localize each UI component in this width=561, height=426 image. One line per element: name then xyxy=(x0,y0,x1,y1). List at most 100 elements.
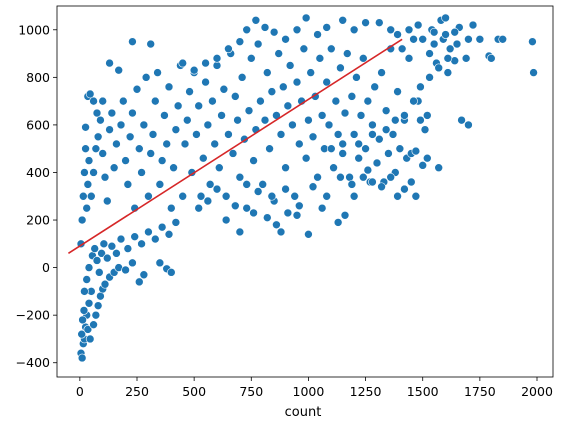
scatter-point-289 xyxy=(464,34,473,44)
scatter-point-196 xyxy=(381,106,391,115)
x-axis-label: count xyxy=(285,405,322,420)
scatter-point-256 xyxy=(235,227,245,237)
scatter-point-157 xyxy=(292,77,302,87)
scatter-point-41 xyxy=(116,234,126,244)
scatter-point-108 xyxy=(180,139,190,149)
scatter-point-299 xyxy=(269,27,279,37)
scatter-point-301 xyxy=(292,25,302,35)
scatter-point-276 xyxy=(326,144,336,153)
scatter-point-22 xyxy=(121,265,130,275)
y-tick-label-3: 200 xyxy=(26,213,50,228)
scatter-point-40 xyxy=(112,249,121,258)
scatter-point-94 xyxy=(148,130,158,139)
scatter-point-183 xyxy=(352,73,361,82)
scatter-point-264 xyxy=(230,201,240,211)
scatter-point-248 xyxy=(333,218,343,227)
scatter-point-286 xyxy=(434,63,444,73)
scatter-point-87 xyxy=(132,84,142,94)
scatter-point-62 xyxy=(96,115,105,125)
scatter-point-34 xyxy=(92,256,102,265)
scatter-point-314 xyxy=(441,30,450,39)
scatter-point-180 xyxy=(345,172,354,182)
scatter-point-311 xyxy=(404,25,414,35)
x-tick-label-0: 0 xyxy=(76,384,84,399)
scatter-point-104 xyxy=(171,125,181,134)
scatter-point-47 xyxy=(157,222,167,232)
scatter-point-48 xyxy=(164,230,174,239)
scatter-point-64 xyxy=(100,172,110,182)
scatter-point-213 xyxy=(420,125,430,134)
scatter-point-284 xyxy=(416,82,425,92)
scatter-point-97 xyxy=(155,180,165,189)
scatter-point-150 xyxy=(276,130,286,139)
scatter-point-113 xyxy=(192,130,201,139)
scatter-point-83 xyxy=(123,180,133,189)
scatter-point-260 xyxy=(194,203,204,213)
scatter-point-89 xyxy=(137,168,146,177)
scatter-point-312 xyxy=(413,20,423,30)
scatter-point-91 xyxy=(141,73,151,82)
scatter-point-137 xyxy=(246,54,256,63)
scatter-point-45 xyxy=(144,227,153,237)
scatter-point-124 xyxy=(217,111,226,120)
scatter-point-102 xyxy=(166,203,176,213)
scatter-point-67 xyxy=(107,108,117,118)
scatter-point-285 xyxy=(425,73,434,82)
scatter-point-135 xyxy=(242,203,252,213)
scatter-point-107 xyxy=(178,191,188,201)
scatter-point-57 xyxy=(84,156,94,165)
scatter-point-9 xyxy=(78,315,87,325)
scatter-point-262 xyxy=(212,184,222,194)
scatter-point-70 xyxy=(81,122,90,132)
scatter-point-119 xyxy=(205,180,215,189)
scatter-point-241 xyxy=(368,177,377,187)
scatter-point-46 xyxy=(150,234,160,244)
scatter-point-293 xyxy=(212,54,222,63)
scatter-point-16 xyxy=(96,291,105,301)
scatter-point-269 xyxy=(294,201,304,211)
scatter-point-215 xyxy=(425,49,434,58)
scatter-point-88 xyxy=(134,144,144,153)
scatter-point-294 xyxy=(224,44,233,54)
scatter-point-185 xyxy=(356,111,366,120)
scatter-point-76 xyxy=(105,58,114,68)
scatter-point-144 xyxy=(262,68,272,77)
scatter-point-114 xyxy=(194,101,204,111)
scatter-point-23 xyxy=(128,258,137,268)
scatter-point-44 xyxy=(137,239,146,249)
scatter-point-79 xyxy=(146,39,156,49)
scatter-point-270 xyxy=(308,182,318,192)
scatter-point-186 xyxy=(358,54,368,63)
scatter-point-37 xyxy=(99,239,109,249)
scatter-point-240 xyxy=(363,165,373,175)
scatter-point-30 xyxy=(82,275,92,284)
scatter-point-282 xyxy=(400,111,409,120)
scatter-point-25 xyxy=(139,270,149,280)
scatter-point-1 xyxy=(77,353,87,363)
scatter-point-228 xyxy=(461,54,471,63)
y-tick-label-1: −200 xyxy=(16,308,50,323)
scatter-point-283 xyxy=(409,96,418,106)
scatter-point-78 xyxy=(128,37,137,46)
scatter-point-238 xyxy=(422,111,432,120)
scatter-point-72 xyxy=(85,89,95,99)
scatter-point-266 xyxy=(253,187,263,196)
x-tick-label-7: 1750 xyxy=(464,384,496,399)
scatter-point-306 xyxy=(349,25,359,35)
scatter-point-304 xyxy=(322,23,332,32)
scatter-point-55 xyxy=(82,203,92,213)
scatter-point-65 xyxy=(102,196,112,206)
scatter-point-224 xyxy=(445,44,455,54)
scatter-point-273 xyxy=(347,180,357,189)
scatter-point-265 xyxy=(242,180,252,189)
scatter-point-8 xyxy=(77,329,86,339)
scatter-point-239 xyxy=(418,161,428,170)
scatter-point-251 xyxy=(283,208,293,218)
y-tick-label-7: 1000 xyxy=(18,22,50,37)
scatter-point-84 xyxy=(125,132,135,142)
scatter-point-146 xyxy=(267,87,277,96)
scatter-point-60 xyxy=(91,144,101,153)
scatter-point-175 xyxy=(333,130,343,139)
plot-frame xyxy=(56,5,554,378)
